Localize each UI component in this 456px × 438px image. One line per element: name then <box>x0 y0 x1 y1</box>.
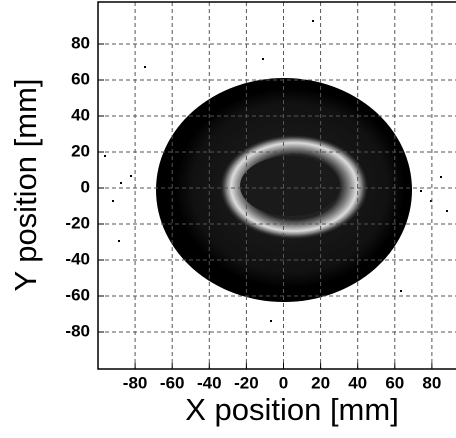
x-tick-label: 0 <box>279 373 288 392</box>
y-tick-label: -60 <box>65 285 90 304</box>
x-tick-label: -60 <box>160 373 185 392</box>
x-tick-label: 60 <box>385 373 404 392</box>
density-image <box>104 20 448 322</box>
x-axis-label: X position [mm] <box>185 392 399 427</box>
x-tick-label: 40 <box>348 373 367 392</box>
y-axis-label: Y position [mm] <box>8 78 43 291</box>
y-tick-label: -80 <box>65 321 90 340</box>
x-tick-label: -40 <box>197 373 222 392</box>
scatter-dots <box>104 20 448 322</box>
y-tick-label: 80 <box>71 33 90 52</box>
y-tick-label: -40 <box>65 249 90 268</box>
x-tick-label: -80 <box>123 373 148 392</box>
y-tick-label: 0 <box>81 177 90 196</box>
beam-core <box>240 156 340 216</box>
y-tick-label: 40 <box>71 105 90 124</box>
y-tick-label: -20 <box>65 213 90 232</box>
y-tick-label: 20 <box>71 141 90 160</box>
x-tick-label: -20 <box>234 373 259 392</box>
x-tick-label: 80 <box>422 373 441 392</box>
x-tick-label: 20 <box>311 373 330 392</box>
y-tick-label: 60 <box>71 69 90 88</box>
